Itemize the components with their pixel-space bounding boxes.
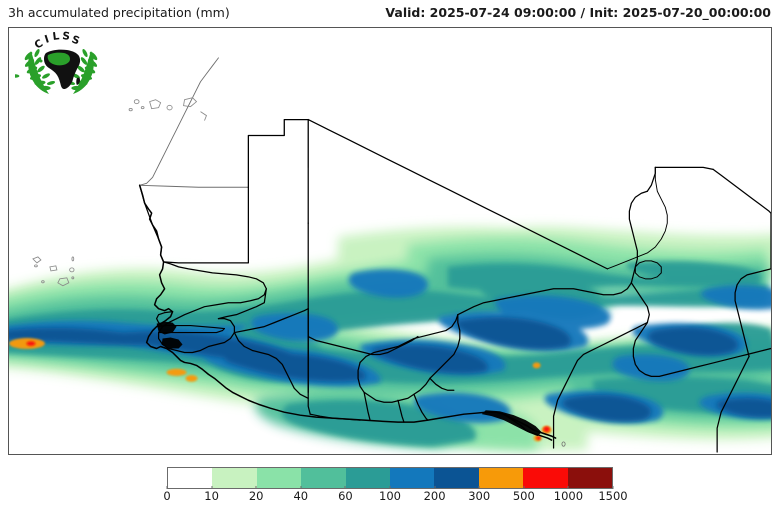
colorbar-tick-300: 300 xyxy=(468,489,491,503)
colorbar-tick-40: 40 xyxy=(293,489,309,503)
colorbar-tickmark-500 xyxy=(523,486,525,489)
gulf-islands xyxy=(561,441,566,447)
colorbar-tick-60: 60 xyxy=(338,489,353,503)
colorbar-tickmark-100 xyxy=(389,486,391,489)
colorbar-segment-0-10 xyxy=(168,468,213,488)
colorbar-tick-20: 20 xyxy=(248,489,264,503)
colorbar-segment-60-100 xyxy=(345,468,391,488)
svg-text:I: I xyxy=(43,33,50,46)
colorbar-tick-1500: 1500 xyxy=(598,489,628,503)
coastline-thick xyxy=(156,321,542,437)
colorbar-tick-100: 100 xyxy=(379,489,401,503)
valid-init-timestamp: Valid: 2025-07-24 09:00:00 / Init: 2025-… xyxy=(385,5,771,20)
page-title: 3h accumulated precipitation (mm) xyxy=(8,5,230,20)
cape-verde-islands xyxy=(32,256,75,287)
colorbar-tickmark-60 xyxy=(344,486,346,489)
colorbar-tickmark-10 xyxy=(211,486,213,489)
colorbar-tick-10: 10 xyxy=(204,489,219,503)
colorbar-segment-500-1000 xyxy=(523,468,568,488)
colorbar-tickmark-0 xyxy=(166,486,168,489)
colorbar[interactable] xyxy=(167,467,613,489)
cilss-logo-svg: C I L S S xyxy=(10,30,98,94)
colorbar-tickmark-1000 xyxy=(567,486,569,489)
laurel-branch-left-icon xyxy=(10,49,56,94)
canary-islands xyxy=(128,97,208,121)
svg-text:S: S xyxy=(70,34,81,48)
colorbar-segment-200-300 xyxy=(434,468,479,488)
colorbar-tickmark-1500 xyxy=(612,486,614,489)
colorbar-tick-0: 0 xyxy=(163,489,171,503)
map-canvas xyxy=(9,57,771,453)
cilss-wordmark: C I L S S xyxy=(33,30,82,52)
precip-layer-500-1000 xyxy=(26,341,550,440)
colorbar-segment-40-60 xyxy=(301,468,346,488)
header-bar: 3h accumulated precipitation (mm) Valid:… xyxy=(0,0,780,27)
colorbar-segment-20-40 xyxy=(256,468,302,488)
colorbar-tick-labels: 0 10 20 40 60 100 200 300 500 1000 1500 xyxy=(163,486,628,509)
cilss-logo: C I L S S xyxy=(10,30,107,97)
colorbar-tickmark-200 xyxy=(434,486,436,489)
svg-text:S: S xyxy=(62,31,71,43)
africa-silhouette-icon xyxy=(39,49,81,90)
laurel-branch-right-icon xyxy=(66,49,98,94)
colorbar-tickmark-300 xyxy=(478,486,480,489)
colorbar-segment-300-500 xyxy=(478,468,524,488)
precip-layer-200-300 xyxy=(9,317,771,422)
colorbar-tickmark-20 xyxy=(255,486,257,489)
svg-text:C: C xyxy=(33,37,46,51)
colorbar-segment-10-20 xyxy=(212,468,257,488)
colorbar-tickmark-40 xyxy=(300,486,302,489)
colorbar-segments[interactable] xyxy=(167,467,613,489)
colorbar-segment-1000-1500 xyxy=(567,468,613,488)
colorbar-tick-200: 200 xyxy=(423,489,446,503)
svg-text:L: L xyxy=(52,31,60,43)
colorbar-segment-100-200 xyxy=(390,468,435,488)
precipitation-map[interactable]: C I L S S xyxy=(8,27,772,455)
colorbar-tick-1000: 1000 xyxy=(553,489,584,503)
colorbar-tick-500: 500 xyxy=(512,489,535,503)
